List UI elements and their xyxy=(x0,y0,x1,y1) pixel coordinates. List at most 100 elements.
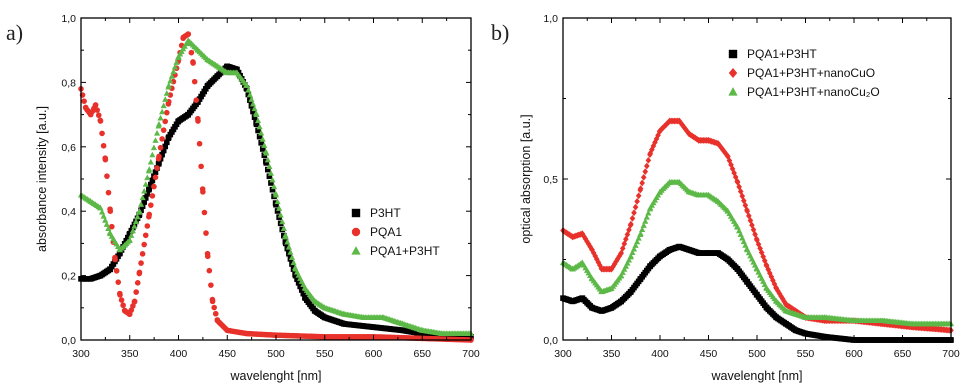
legend-marker xyxy=(728,87,738,96)
data-point xyxy=(288,254,296,260)
data-point xyxy=(263,160,270,166)
data-point xyxy=(112,256,118,263)
panel-b-y-axis-label: optical absorption [a.u.] xyxy=(519,114,533,243)
data-point xyxy=(292,272,299,279)
data-point xyxy=(164,139,170,146)
data-point xyxy=(139,194,146,201)
legend-label: PQA1 xyxy=(370,225,402,239)
data-point xyxy=(658,125,665,133)
data-point xyxy=(144,191,151,197)
data-point xyxy=(274,208,281,214)
data-point xyxy=(757,245,763,252)
data-point xyxy=(100,142,107,149)
data-point xyxy=(634,238,641,245)
data-point xyxy=(254,117,262,124)
data-point xyxy=(270,183,278,190)
data-point xyxy=(204,253,211,260)
data-point xyxy=(250,108,256,115)
x-tick-label: 450 xyxy=(700,348,718,360)
panel-a-series-layer xyxy=(77,31,475,343)
x-tick-label: 650 xyxy=(894,348,912,360)
data-point xyxy=(149,177,156,184)
data-point xyxy=(645,209,652,216)
data-point xyxy=(136,269,143,276)
data-point xyxy=(104,173,110,179)
data-point xyxy=(632,203,639,211)
data-point xyxy=(755,240,762,248)
legend-marker xyxy=(728,49,738,59)
data-point xyxy=(81,98,87,105)
data-point xyxy=(196,140,203,147)
data-point xyxy=(160,147,167,154)
data-point xyxy=(251,105,258,112)
x-tick-label: 500 xyxy=(267,348,285,360)
y-tick-label: 1,0 xyxy=(61,13,76,25)
data-point xyxy=(294,276,300,283)
data-point xyxy=(737,188,744,195)
data-point xyxy=(297,283,303,290)
data-point xyxy=(171,63,179,70)
data-point xyxy=(117,292,123,298)
data-point xyxy=(198,163,204,170)
data-point xyxy=(173,59,180,65)
y-tick-label: 1,0 xyxy=(543,13,558,25)
y-tick-label: 0,0 xyxy=(543,335,558,347)
data-point xyxy=(266,163,273,170)
data-point xyxy=(139,251,146,257)
data-point xyxy=(243,86,250,92)
data-point xyxy=(610,263,616,270)
data-point xyxy=(137,201,145,207)
data-point xyxy=(148,202,154,208)
data-point xyxy=(185,31,192,37)
panel-b-series-layer xyxy=(559,117,955,343)
data-point xyxy=(113,268,120,274)
data-point xyxy=(267,170,275,176)
data-point xyxy=(660,124,666,131)
data-point xyxy=(256,133,263,140)
data-point xyxy=(731,169,737,177)
data-point xyxy=(142,232,149,239)
panel-a-absorbance-chart: a) 300 350 400 450 500 550 600 650 700 0,0 0,2 0,4 0… xyxy=(6,13,480,383)
data-point xyxy=(614,255,621,263)
data-point xyxy=(126,236,133,243)
data-point xyxy=(208,282,214,288)
data-point xyxy=(149,151,156,158)
legend-marker xyxy=(351,246,361,255)
data-point xyxy=(245,91,252,98)
data-point xyxy=(245,87,252,93)
x-tick-label: 300 xyxy=(554,348,572,360)
data-point xyxy=(760,253,767,261)
data-point xyxy=(261,142,268,148)
data-point xyxy=(259,136,266,142)
y-tick-label: 0,8 xyxy=(61,77,76,89)
legend-label: PQA1+P3HT xyxy=(370,244,440,258)
data-point xyxy=(642,218,649,224)
data-point xyxy=(663,121,670,128)
data-point xyxy=(287,249,294,255)
data-point xyxy=(153,130,161,136)
data-point xyxy=(195,118,201,124)
data-point xyxy=(758,249,765,256)
data-point xyxy=(155,121,163,127)
data-point xyxy=(279,218,286,225)
data-point xyxy=(144,174,151,181)
data-point xyxy=(156,153,162,160)
data-point xyxy=(160,127,167,133)
data-point xyxy=(162,96,169,102)
data-point xyxy=(637,185,644,193)
data-point xyxy=(265,166,271,173)
data-point xyxy=(152,169,159,175)
data-point xyxy=(126,230,133,237)
data-point xyxy=(618,272,625,278)
data-point xyxy=(741,197,747,205)
data-point xyxy=(193,97,200,103)
data-point xyxy=(159,108,166,115)
data-point xyxy=(209,298,216,305)
data-point xyxy=(246,91,253,98)
data-point xyxy=(664,119,671,127)
x-tick-label: 700 xyxy=(942,348,960,360)
data-point xyxy=(657,127,663,135)
data-point xyxy=(629,215,636,222)
data-point xyxy=(634,198,640,205)
panel-a-ticks: 300 350 400 450 500 550 600 650 700 0,0 0,2 0,4 0,6 0… xyxy=(61,13,480,360)
